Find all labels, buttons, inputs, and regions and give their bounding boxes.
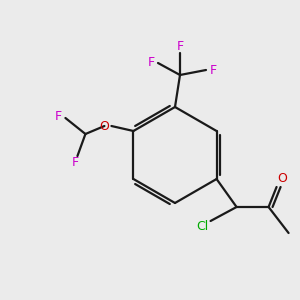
Text: F: F — [209, 64, 217, 76]
Text: F: F — [72, 157, 79, 169]
Text: F: F — [55, 110, 62, 122]
Text: F: F — [147, 56, 155, 70]
Text: Cl: Cl — [196, 220, 209, 233]
Text: O: O — [278, 172, 287, 184]
Text: O: O — [100, 119, 110, 133]
Text: F: F — [176, 40, 184, 53]
